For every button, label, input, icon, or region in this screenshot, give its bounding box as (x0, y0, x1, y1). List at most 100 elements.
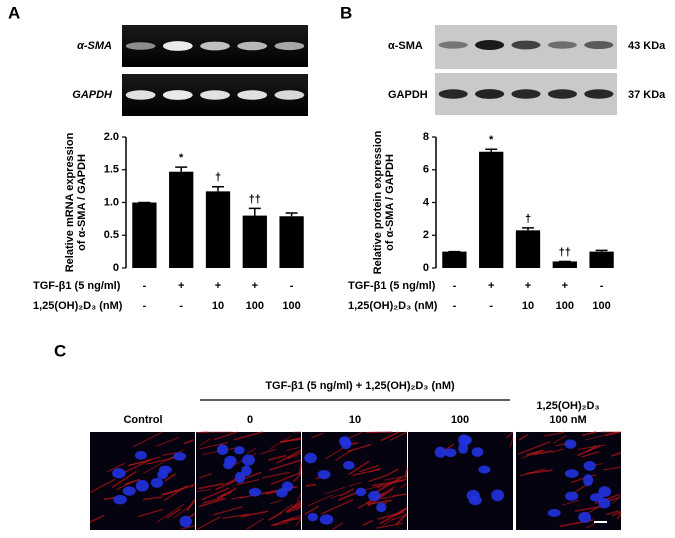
treatment-value: - (453, 280, 457, 292)
band (274, 90, 305, 100)
band (125, 42, 156, 50)
treatment-value: + (562, 280, 568, 292)
fiber (577, 444, 606, 450)
fiber (526, 469, 553, 475)
fiber (162, 484, 194, 496)
fiber (286, 499, 302, 513)
nucleus (458, 442, 469, 454)
treatment-value: 100 (282, 300, 300, 312)
fiber (268, 511, 283, 521)
bar (279, 216, 304, 268)
fiber (199, 442, 228, 450)
fiber (581, 450, 600, 458)
treatment-value: 100 (592, 300, 610, 312)
band-label: α-SMA (77, 40, 112, 52)
nucleus (113, 494, 127, 505)
band (200, 41, 230, 51)
nucleus (241, 465, 252, 477)
fiber (128, 456, 161, 467)
fiber (180, 525, 196, 530)
error-bar (248, 207, 261, 216)
fiber (389, 431, 408, 441)
fiber (270, 516, 295, 527)
y-tick-label: 0.5 (104, 229, 119, 241)
fiber (324, 486, 345, 495)
nucleus (135, 451, 147, 460)
error-bar (522, 227, 534, 231)
nucleus (276, 488, 288, 498)
band (511, 40, 541, 50)
error-bar (485, 148, 498, 152)
fiber (240, 510, 269, 518)
treatment-label: 1,25(OH)₂D₃ (nM) (348, 300, 438, 312)
fiber (387, 468, 399, 476)
fiber (404, 468, 408, 479)
fiber (359, 464, 379, 473)
bar (589, 251, 614, 268)
y-tick-label: 6 (423, 164, 429, 176)
nucleus (583, 460, 596, 471)
bar (479, 151, 504, 268)
fiber (156, 436, 180, 447)
fiber (196, 516, 221, 530)
nucleus (583, 474, 594, 487)
nucleus (242, 454, 255, 466)
fiber (376, 522, 403, 529)
y-tick-label: 8 (423, 131, 429, 143)
band (237, 90, 268, 100)
fiber (348, 460, 370, 476)
fiber (260, 489, 277, 495)
band (438, 41, 468, 49)
nucleus (307, 512, 318, 522)
bar (205, 191, 231, 268)
annotation: † (215, 172, 221, 184)
nucleus (376, 502, 387, 513)
group-header: TGF-β1 (5 ng/ml) + 1,25(OH)₂D₃ (nM) (265, 380, 455, 392)
fiber (321, 498, 354, 515)
fiber (379, 507, 408, 525)
nucleus (471, 447, 484, 457)
band (547, 41, 577, 49)
annotation: † (525, 213, 531, 225)
nucleus (343, 460, 355, 470)
fiber (603, 466, 622, 471)
treatment-value: - (143, 300, 147, 312)
annotation: * (489, 134, 494, 146)
column-label: 0 (247, 414, 253, 426)
fiber (382, 517, 396, 526)
fiber (120, 458, 152, 475)
fiber (392, 493, 408, 497)
annotation: †† (559, 246, 571, 258)
fiber (111, 470, 137, 488)
treatment-value: 100 (556, 300, 574, 312)
y-axis-label: Relative protein expression (372, 130, 384, 274)
nucleus (216, 444, 229, 455)
fiber (337, 491, 359, 502)
fiber (585, 522, 596, 529)
fiber (269, 459, 302, 471)
bar (442, 251, 467, 268)
nucleus (319, 514, 334, 525)
fiber (526, 449, 543, 456)
fiber (576, 444, 601, 457)
fiber (89, 514, 105, 523)
nucleus (135, 479, 149, 492)
treatment-value: + (488, 280, 494, 292)
nucleus (122, 486, 136, 496)
nucleus (112, 468, 126, 479)
nucleus (234, 446, 245, 455)
fiber (292, 473, 302, 483)
fiber (347, 443, 372, 453)
nucleus (304, 452, 317, 464)
fiber (269, 435, 292, 450)
fiber (517, 440, 551, 455)
fiber (222, 513, 250, 520)
fiber (156, 503, 185, 523)
fiber (107, 462, 125, 473)
nucleus (590, 493, 604, 502)
fiber (137, 508, 164, 518)
fiber (173, 501, 196, 519)
fiber (212, 506, 243, 516)
fiber (191, 482, 196, 488)
